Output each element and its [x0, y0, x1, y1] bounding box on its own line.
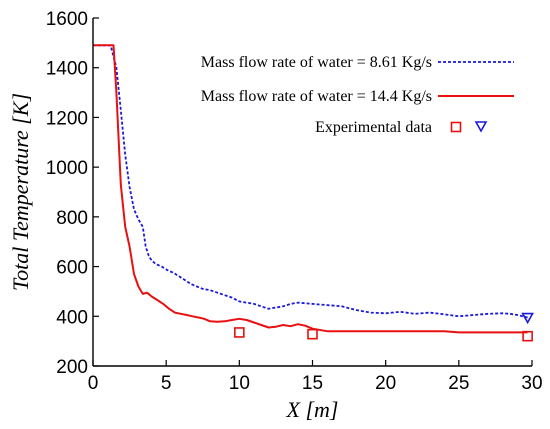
- x-tick-label: 0: [88, 373, 99, 394]
- series-line-2: [93, 44, 528, 334]
- y-tick-label: 600: [56, 258, 88, 279]
- y-tick-label: 1400: [46, 59, 88, 80]
- x-tick-label: 10: [229, 373, 250, 394]
- x-axis-title: X [m]: [286, 397, 339, 422]
- experimental-square-point: [234, 327, 245, 338]
- legend-square-marker: [450, 121, 462, 133]
- axes: 0 5 10 15 20 25 30 200 400 600 800 1000 1200 1400 1600…: [8, 9, 543, 422]
- experimental-square-point: [522, 330, 533, 342]
- y-tick-label: 1000: [46, 158, 88, 179]
- legend: Mass flow rate of water = 8.61 Kg/s Mass …: [201, 54, 514, 136]
- x-tick-label: 5: [161, 373, 172, 394]
- legend-label-1: Mass flow rate of water = 8.61 Kg/s: [201, 54, 432, 71]
- legend-label-2: Mass flow rate of water = 14.4 Kg/s: [201, 88, 432, 105]
- legend-label-experimental: Experimental data: [315, 119, 432, 136]
- experimental-square-point: [307, 328, 318, 340]
- y-tick-label: 400: [56, 307, 88, 328]
- y-axis-title: Total Temperature [K]: [8, 93, 33, 291]
- series-line-1: [93, 44, 528, 319]
- y-tick-label: 1200: [46, 108, 88, 129]
- series-layer: [93, 44, 528, 334]
- x-tick-label: 15: [302, 373, 323, 394]
- y-tick-label: 1600: [46, 9, 88, 30]
- x-tick-label: 30: [521, 373, 542, 394]
- experimental-triangle-point: [521, 312, 534, 325]
- y-tick-label: 200: [56, 357, 88, 378]
- marker-layer: [234, 312, 534, 342]
- x-tick-label: 20: [375, 373, 396, 394]
- x-tick-label: 25: [448, 373, 469, 394]
- y-tick-label: 800: [56, 208, 88, 229]
- legend-triangle-marker: [474, 121, 488, 133]
